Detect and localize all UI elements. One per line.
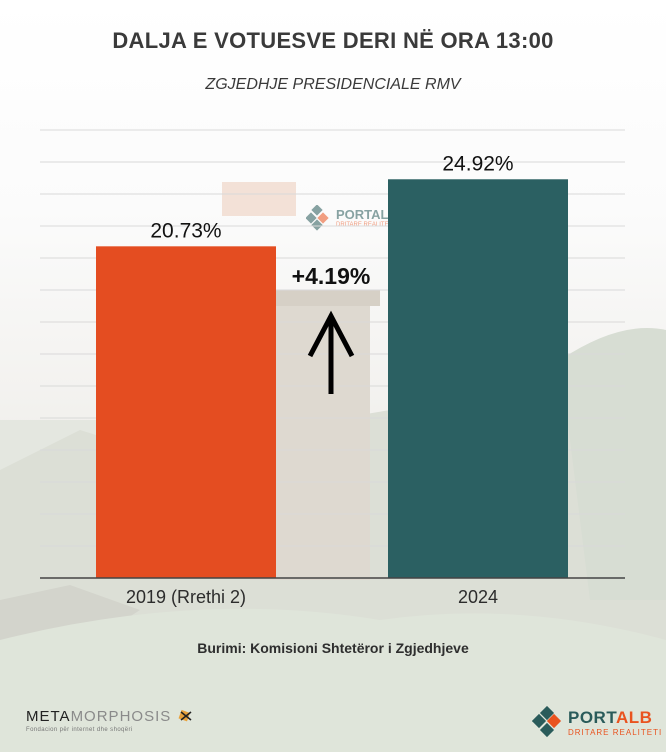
metamorphosis-logo: METAMORPHOSIS Fondacion për internet dhe… [26, 708, 194, 733]
logo-word-morphosis: MORPHOSIS [70, 708, 172, 725]
data-label: 20.73% [150, 219, 221, 242]
watermark-word: PORTALB [336, 207, 398, 222]
portalb-diamond-icon [531, 705, 562, 738]
portalb-wordmark: PORTALB [568, 708, 652, 728]
source-note: Burimi: Komisioni Shtetëror i Zgjedhjeve [197, 640, 469, 656]
chart-subtitle: ZGJEDHJE PRESIDENCIALE RMV [205, 76, 461, 93]
up-arrow-icon [307, 310, 355, 394]
logo-word-meta: META [26, 708, 71, 725]
logo-tagline-left: Fondacion për internet dhe shoqëri [26, 727, 133, 733]
portalb-watermark: PORTALB DRITARE REALITETI [305, 204, 398, 236]
data-label: 24.92% [442, 152, 513, 175]
portalb-word-main: PORT [568, 708, 616, 727]
bar [96, 246, 276, 578]
x-tick-label: 2019 (Rrethi 2) [126, 587, 246, 607]
bar [388, 179, 568, 578]
watermark-tagline: DRITARE REALITETI [336, 222, 394, 228]
difference-label: +4.19% [292, 263, 371, 289]
chart-title: DALJA E VOTUESVE DERI NË ORA 13:00 [112, 28, 554, 53]
spark-icon [178, 709, 192, 722]
portalb-diamond-icon [305, 204, 329, 231]
x-tick-label: 2024 [458, 587, 498, 607]
portalb-word-accent: ALB [615, 708, 653, 727]
portalb-logo: PORTALB DRITARE REALITETI [531, 705, 661, 743]
portalb-tagline: DRITARE REALITETI [568, 728, 663, 737]
